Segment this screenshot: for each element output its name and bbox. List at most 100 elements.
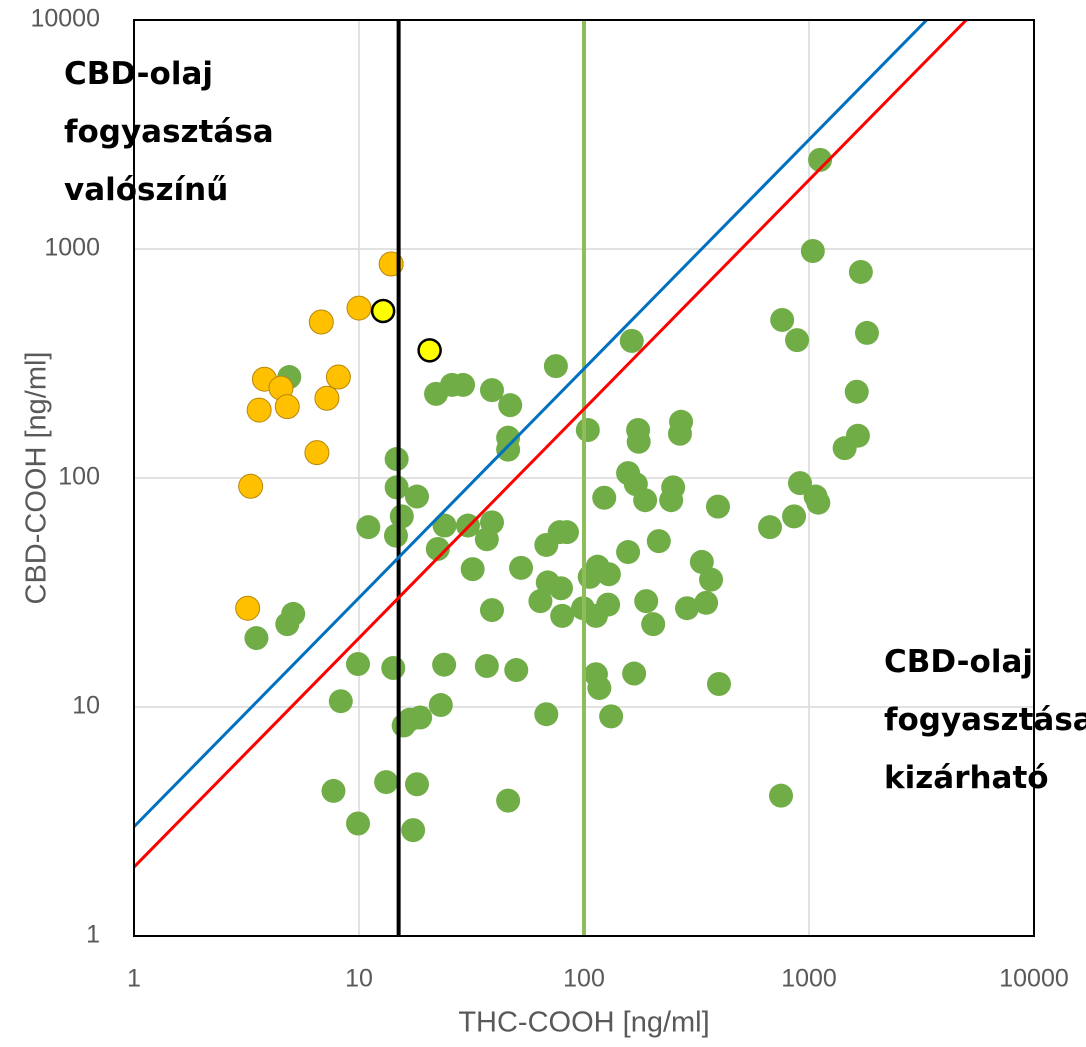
point <box>374 770 399 795</box>
point <box>705 494 730 519</box>
y-tick-label: 100 <box>58 463 100 491</box>
point <box>694 590 719 615</box>
x-tick-label: 1 <box>127 965 141 993</box>
reference-line <box>134 20 929 828</box>
point <box>550 603 575 628</box>
point <box>238 473 264 499</box>
point <box>397 707 422 732</box>
x-tick-label: 10000 <box>999 965 1069 993</box>
x-tick-label: 1000 <box>781 965 837 993</box>
point <box>633 488 658 513</box>
reference-line <box>134 20 969 869</box>
annotation: CBD-olaj <box>64 56 213 92</box>
point <box>496 437 521 462</box>
point <box>785 328 810 353</box>
point <box>534 702 559 727</box>
point <box>596 562 621 587</box>
annotation: CBD-olaj <box>884 644 1033 680</box>
point <box>496 788 521 813</box>
point <box>509 555 534 580</box>
point <box>346 811 371 836</box>
point <box>587 676 612 701</box>
y-tick-label: 10 <box>72 692 100 720</box>
point <box>425 536 450 561</box>
point <box>275 612 300 637</box>
point <box>321 778 346 803</box>
point <box>583 603 608 628</box>
point <box>474 527 499 552</box>
point <box>528 589 553 614</box>
point <box>667 421 692 446</box>
point <box>543 354 568 379</box>
y-tick-label: 10000 <box>30 5 100 33</box>
point <box>424 381 449 406</box>
y-axis-title: CBD-COOH [ng/ml] <box>21 352 53 605</box>
point <box>646 529 671 554</box>
point <box>479 598 504 623</box>
point <box>575 418 600 443</box>
point <box>314 385 340 411</box>
point <box>383 523 408 548</box>
point <box>592 485 617 510</box>
point <box>304 440 330 466</box>
point <box>689 549 714 574</box>
point <box>389 504 414 529</box>
point <box>599 704 624 729</box>
annotation: fogyasztása <box>64 114 274 150</box>
point <box>782 504 807 529</box>
point <box>800 239 825 264</box>
point <box>246 397 272 423</box>
y-tick-label: 1000 <box>44 234 100 262</box>
point <box>346 295 372 321</box>
point <box>848 259 873 284</box>
point <box>370 298 396 324</box>
point <box>626 429 651 454</box>
point <box>534 532 559 557</box>
point <box>622 661 647 686</box>
plot-border <box>133 19 1035 937</box>
point <box>274 394 300 420</box>
point <box>428 693 453 718</box>
annotation: valószínű <box>64 172 228 208</box>
annotation: kizárható <box>884 760 1049 796</box>
point <box>554 520 579 545</box>
point <box>381 656 406 681</box>
y-tick-label: 1 <box>86 921 100 949</box>
point <box>769 783 794 808</box>
point <box>770 307 795 332</box>
point <box>346 652 371 677</box>
point <box>504 658 529 683</box>
point <box>758 515 783 540</box>
point <box>699 567 724 592</box>
point <box>548 576 573 601</box>
point <box>244 626 269 651</box>
point <box>641 612 666 637</box>
point <box>616 540 641 565</box>
point <box>619 328 644 353</box>
point <box>325 364 351 390</box>
point <box>479 378 504 403</box>
point <box>308 309 334 335</box>
point <box>675 596 700 621</box>
point <box>474 654 499 679</box>
point <box>706 672 731 697</box>
point <box>806 490 831 515</box>
point <box>417 338 442 363</box>
point <box>634 589 659 614</box>
point <box>808 147 833 172</box>
point <box>659 488 684 513</box>
x-tick-label: 10 <box>345 965 373 993</box>
point <box>854 320 879 345</box>
point <box>787 471 812 496</box>
point <box>401 818 426 843</box>
point <box>451 372 476 397</box>
plot <box>134 20 969 936</box>
x-tick-label: 100 <box>563 965 605 993</box>
point <box>404 484 429 509</box>
point <box>498 393 523 418</box>
point <box>404 772 429 797</box>
point <box>844 379 869 404</box>
point <box>460 557 485 582</box>
x-axis-title: THC-COOH [ng/ml] <box>458 1007 709 1039</box>
point <box>832 436 857 461</box>
